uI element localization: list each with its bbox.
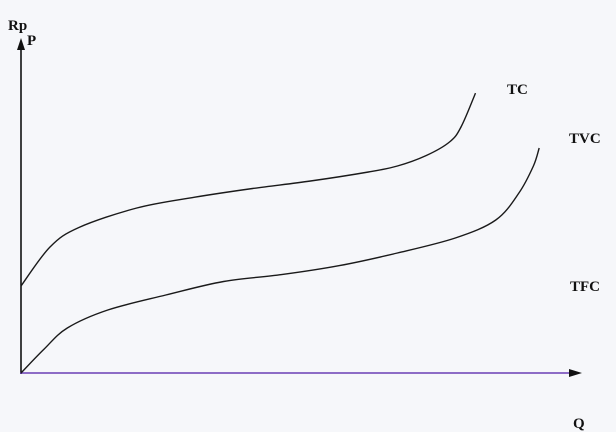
tc-series-line [20, 92, 477, 287]
y-axis-label: P [27, 33, 36, 49]
tc-series-label: TC [507, 82, 528, 98]
x-axis-label: Q [573, 416, 585, 432]
y-axis-arrowhead [17, 38, 25, 50]
y-axis-unit-label: Rp [8, 18, 27, 34]
tvc-series-label: TVC [569, 131, 601, 147]
tvc-series-line [20, 147, 540, 374]
tfc-series-label: TFC [570, 279, 600, 295]
x-axis-arrowhead [569, 369, 582, 377]
